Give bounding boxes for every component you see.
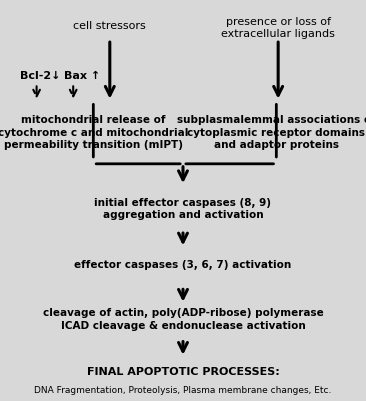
Text: DNA Fragmentation, Proteolysis, Plasma membrane changes, Etc.: DNA Fragmentation, Proteolysis, Plasma m… [34, 385, 332, 394]
Text: mitochondrial release of
cytochrome c and mitochondrial
permeability transition : mitochondrial release of cytochrome c an… [0, 115, 188, 150]
Text: cleavage of actin, poly(ADP-ribose) polymerase
ICAD cleavage & endonuclease acti: cleavage of actin, poly(ADP-ribose) poly… [42, 308, 324, 330]
Text: Bax ↑: Bax ↑ [64, 71, 100, 81]
Text: initial effector caspases (8, 9)
aggregation and activation: initial effector caspases (8, 9) aggrega… [94, 197, 272, 220]
Text: subplasmalemmal associations of
cytoplasmic receptor domains
and adaptor protein: subplasmalemmal associations of cytoplas… [177, 115, 366, 150]
Text: FINAL APOPTOTIC PROCESSES:: FINAL APOPTOTIC PROCESSES: [87, 366, 279, 376]
Text: effector caspases (3, 6, 7) activation: effector caspases (3, 6, 7) activation [74, 260, 292, 269]
Text: cell stressors: cell stressors [74, 21, 146, 31]
Text: presence or loss of
extracellular ligands: presence or loss of extracellular ligand… [221, 17, 335, 39]
Text: Bcl-2↓: Bcl-2↓ [20, 71, 61, 81]
